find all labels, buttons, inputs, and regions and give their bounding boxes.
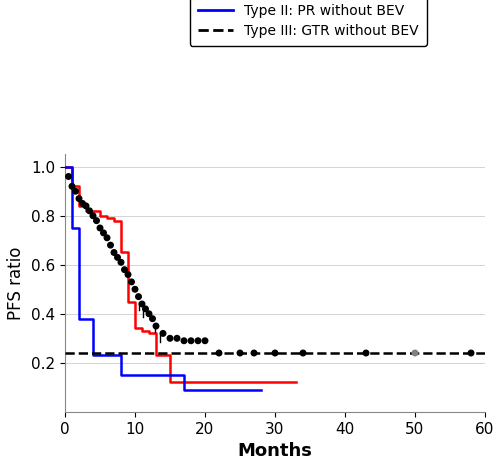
Point [180, 337, 188, 344]
Point [96, 224, 104, 232]
Point [134, 293, 142, 300]
Point [86, 207, 94, 214]
Point [187, 337, 195, 344]
Point [145, 310, 153, 317]
Point [173, 335, 181, 342]
Point [201, 337, 209, 344]
Point [114, 254, 122, 261]
Point [271, 349, 279, 357]
Point [78, 200, 86, 207]
Point [68, 183, 76, 190]
Point [106, 241, 114, 249]
Point [215, 349, 223, 357]
Point [411, 349, 419, 357]
Point [117, 258, 125, 266]
Point [110, 249, 118, 256]
Point [362, 349, 370, 357]
Y-axis label: PFS ratio: PFS ratio [8, 247, 26, 320]
Point [128, 278, 136, 285]
Point [75, 195, 83, 202]
X-axis label: Months: Months [238, 442, 312, 460]
Point [299, 349, 307, 357]
Point [124, 271, 132, 278]
Point [103, 234, 111, 241]
Point [142, 305, 150, 313]
Point [194, 337, 202, 344]
Point [89, 212, 97, 219]
Point [138, 300, 146, 308]
Point [152, 322, 160, 330]
Point [92, 217, 100, 224]
Point [250, 349, 258, 357]
Point [467, 349, 475, 357]
Legend: Type I: PR with BEV, Type II: PR without BEV, Type III: GTR without BEV: Type I: PR with BEV, Type II: PR without… [190, 0, 426, 46]
Point [120, 266, 128, 273]
Point [131, 285, 139, 293]
Point [166, 335, 174, 342]
Point [159, 329, 167, 337]
Point [82, 202, 90, 210]
Point [72, 188, 80, 195]
Point [148, 315, 156, 322]
Point [100, 229, 108, 237]
Point [64, 173, 72, 180]
Point [236, 349, 244, 357]
